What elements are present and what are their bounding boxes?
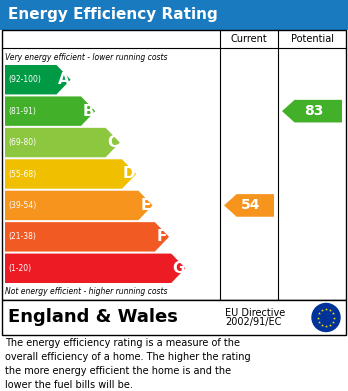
Text: E: E: [140, 198, 151, 213]
Circle shape: [312, 303, 340, 332]
Text: D: D: [123, 167, 135, 181]
Bar: [0, 0, 348, 30]
Polygon shape: [5, 222, 169, 251]
Text: EU Directive: EU Directive: [225, 307, 285, 317]
Text: F: F: [157, 230, 167, 244]
Text: 54: 54: [241, 198, 261, 212]
Text: (69-80): (69-80): [8, 138, 36, 147]
Polygon shape: [5, 65, 71, 95]
Text: (21-38): (21-38): [8, 232, 36, 241]
Text: The energy efficiency rating is a measure of the
overall efficiency of a home. T: The energy efficiency rating is a measur…: [5, 338, 251, 390]
Text: B: B: [82, 104, 94, 118]
Text: 2002/91/EC: 2002/91/EC: [225, 317, 282, 328]
Text: England & Wales: England & Wales: [8, 308, 178, 326]
Text: C: C: [107, 135, 118, 150]
Text: Potential: Potential: [291, 34, 333, 44]
Text: Very energy efficient - lower running costs: Very energy efficient - lower running co…: [5, 52, 167, 61]
Text: (39-54): (39-54): [8, 201, 36, 210]
Text: Energy Efficiency Rating: Energy Efficiency Rating: [8, 7, 218, 23]
Text: Current: Current: [231, 34, 267, 44]
Bar: [2, 300, 346, 335]
Bar: [2, 30, 346, 300]
Text: (55-68): (55-68): [8, 170, 36, 179]
Polygon shape: [224, 194, 274, 217]
Text: G: G: [172, 261, 184, 276]
Text: (92-100): (92-100): [8, 75, 41, 84]
Polygon shape: [5, 97, 95, 126]
Text: A: A: [58, 72, 69, 87]
Text: Not energy efficient - higher running costs: Not energy efficient - higher running co…: [5, 287, 167, 296]
Polygon shape: [5, 191, 153, 220]
Polygon shape: [5, 159, 136, 189]
Polygon shape: [5, 254, 185, 283]
Text: (81-91): (81-91): [8, 107, 36, 116]
Text: 83: 83: [304, 104, 324, 118]
Text: (1-20): (1-20): [8, 264, 31, 273]
Polygon shape: [5, 128, 120, 157]
Polygon shape: [282, 100, 342, 122]
